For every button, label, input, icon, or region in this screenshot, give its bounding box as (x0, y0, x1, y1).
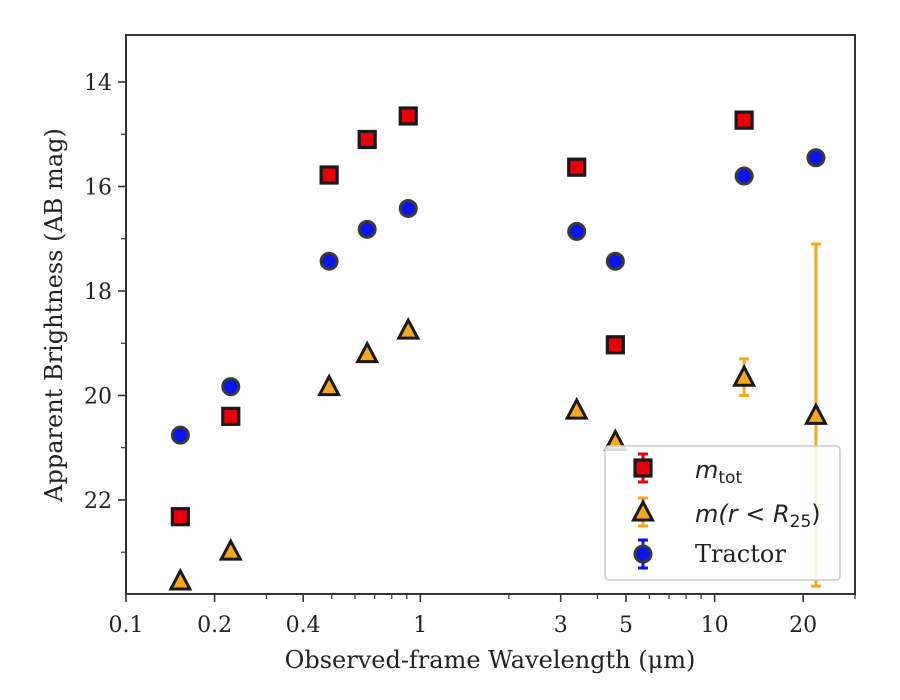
legend: mtot m(r < R25) Tractor (604, 445, 841, 581)
x-tick-label: 3 (554, 613, 568, 638)
markers-layer (168, 106, 828, 591)
legend-square-marker (633, 452, 653, 484)
m-r25-point (732, 363, 757, 387)
m-r25-point (803, 402, 828, 425)
tractor-point (221, 377, 241, 397)
legend-tractor-label: Tractor (695, 540, 786, 568)
legend-entry-m-tot: mtot (633, 452, 742, 488)
plot-frame (125, 34, 856, 595)
m-tot-point (319, 165, 339, 185)
legend-triangle-marker (631, 496, 655, 528)
y-tick-label: 14 (84, 71, 112, 96)
legend-m-r-main: m(r < R (695, 500, 790, 528)
x-tick-label: 0.2 (197, 613, 232, 638)
legend-entry-m-r25: m(r < R25) (631, 496, 821, 532)
y-tick-label: 18 (84, 280, 112, 305)
legend-entry-tractor: Tractor (633, 538, 786, 570)
legend-m-tot-sub: tot (718, 468, 742, 488)
tractor-point (398, 198, 418, 218)
tractor-point (567, 221, 587, 241)
m-r25-point (218, 537, 243, 561)
tractor-point (734, 166, 754, 186)
svg-text:m(r < R25): m(r < R25) (695, 500, 821, 532)
m-tot-point (567, 157, 587, 177)
y-tick-label: 20 (84, 384, 112, 409)
legend-m-tot-base: m (695, 456, 718, 484)
tractor-point (806, 148, 826, 168)
legend-marker-shape (631, 498, 655, 522)
legend-marker-shape (633, 458, 653, 478)
legend-m-r-close: ) (811, 500, 820, 528)
m-tot-point (398, 106, 418, 126)
tractor-point (605, 251, 625, 271)
m-r25-point (396, 316, 421, 340)
legend-circle-marker (633, 538, 653, 570)
tractor-point (357, 219, 377, 239)
legend-box (604, 445, 841, 581)
x-tick-label: 1 (413, 613, 427, 638)
x-tick-label: 5 (619, 613, 633, 638)
m-r25-point (355, 340, 380, 364)
m-tot-point (357, 129, 377, 150)
x-tick-label: 20 (789, 613, 817, 638)
svg-text:mtot: mtot (695, 456, 742, 488)
m-tot-point (170, 507, 190, 527)
tractor-point (319, 251, 339, 271)
m-r25-point (564, 396, 589, 420)
m-r25-point (317, 373, 342, 397)
y-tick-label: 16 (84, 176, 112, 201)
ticks-layer: 0.1 0.2 0.4 1 3 5 10 20 14 16 18 20 22 (84, 71, 856, 638)
y-axis-label: Apparent Brightness (AB mag) (40, 128, 68, 503)
x-tick-label: 0.4 (286, 613, 321, 638)
x-axis-label: Observed-frame Wavelength (μm) (285, 646, 696, 674)
m-tot-point (734, 110, 754, 130)
legend-marker-shape (633, 544, 653, 564)
x-tick-label: 10 (701, 613, 729, 638)
m-r25-point (168, 567, 193, 591)
tractor-point (170, 425, 190, 445)
legend-m-r-sub: 25 (790, 512, 812, 532)
m-tot-point (221, 406, 241, 426)
y-tick-label: 22 (84, 489, 112, 514)
x-tick-label: 0.1 (109, 613, 144, 638)
m-tot-point (605, 335, 625, 355)
